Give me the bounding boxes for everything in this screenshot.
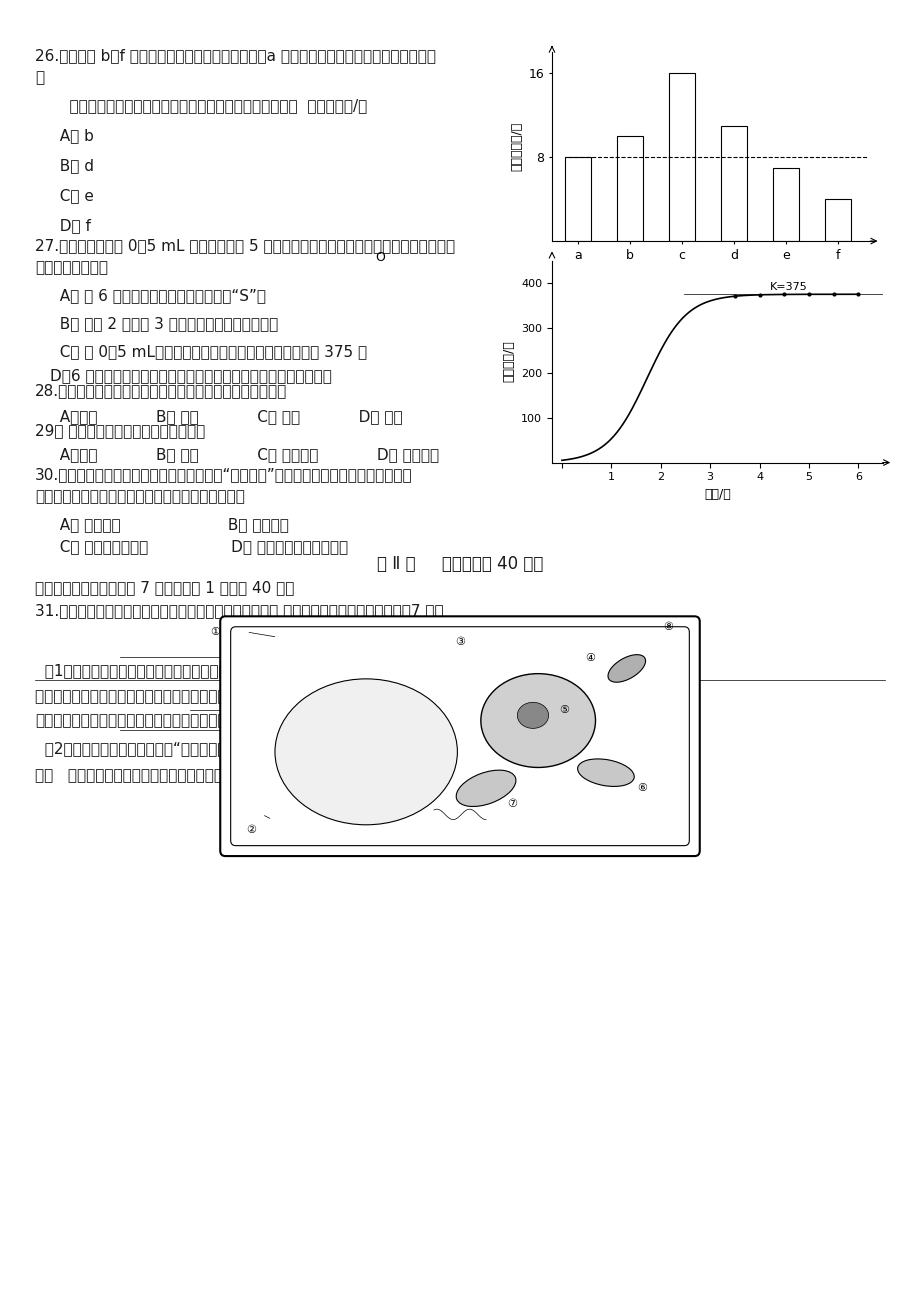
- Text: ①: ①: [210, 627, 220, 637]
- Text: 协调一致的美好理想。下列不利于实现这一理想的是: 协调一致的美好理想。下列不利于实现这一理想的是: [35, 489, 244, 504]
- Text: A． b: A． b: [50, 128, 94, 143]
- Ellipse shape: [516, 702, 548, 728]
- Bar: [720, 125, 746, 241]
- Text: ②: ②: [246, 825, 256, 835]
- Text: A． 围湖造田                      B． 退牧还草: A． 围湖造田 B． 退牧还草: [50, 517, 289, 532]
- Ellipse shape: [456, 770, 516, 807]
- Text: 有＿＿＿＿＿＿＿＿＿＿＿＿＿＿＿＿＿＿＿＿。: 有＿＿＿＿＿＿＿＿＿＿＿＿＿＿＿＿＿＿＿＿。: [35, 713, 235, 728]
- Bar: [617, 136, 642, 241]
- Text: （2）该细胞的细胞器中，作为“生产蛋白质的机器”的是［①］＿＿＿＿＿＿＿＿＿＿＿＿， 含有细胞液的: （2）该细胞的细胞器中，作为“生产蛋白质的机器”的是［①］＿＿＿＿＿＿＿＿＿＿＿…: [35, 741, 490, 756]
- Text: C． e: C． e: [50, 188, 94, 203]
- X-axis label: 时间/天: 时间/天: [703, 487, 731, 500]
- Text: 根: 根: [35, 70, 44, 85]
- FancyBboxPatch shape: [220, 616, 699, 856]
- Text: ③: ③: [455, 637, 464, 648]
- Text: ⑤: ⑤: [559, 705, 569, 715]
- Text: 26.科学家用 b～f 五种不同浓度的生长素处理插条（a 为空白对照），一段时间后，插条的生: 26.科学家用 b～f 五种不同浓度的生长素处理插条（a 为空白对照），一段时间…: [35, 48, 436, 63]
- Text: 二、非选择题（本大题共 7 小题，每空 1 分，共 40 分）: 二、非选择题（本大题共 7 小题，每空 1 分，共 40 分）: [35, 580, 294, 595]
- Text: 下列叙述错误的是: 下列叙述错误的是: [35, 261, 108, 275]
- Text: A．农田            B． 池塘            C． 北极苔原            D． 热带雨林: A．农田 B． 池塘 C． 北极苔原 D． 热带雨林: [50, 447, 438, 463]
- Text: A． 前 6 天，大草履虫种群增长曲线呈“S”型: A． 前 6 天，大草履虫种群增长曲线呈“S”型: [50, 288, 266, 304]
- X-axis label: 生长素的浓度/ppm: 生长素的浓度/ppm: [674, 267, 751, 280]
- Bar: [564, 158, 590, 241]
- Text: B． d: B． d: [50, 158, 94, 173]
- Ellipse shape: [275, 679, 457, 825]
- Text: 27.生态学家高斯在 0．5 mL 培养液中放入 5 个大草履虫，经过反复实验，结果如下图所示。: 27.生态学家高斯在 0．5 mL 培养液中放入 5 个大草履虫，经过反复实验，…: [35, 238, 455, 253]
- Bar: [823, 199, 850, 241]
- Text: 是［   ］液泡，为细胞生命活动提供大量能量的是［⑧］＿＿＿＿＿＿＿＿＿＿＿＿＿。: 是［ ］液泡，为细胞生命活动提供大量能量的是［⑧］＿＿＿＿＿＿＿＿＿＿＿＿＿。: [35, 767, 401, 782]
- Ellipse shape: [481, 674, 595, 767]
- Text: ④: ④: [584, 653, 595, 663]
- Bar: [772, 168, 798, 241]
- Ellipse shape: [607, 654, 645, 683]
- Text: 第 Ⅱ 卷     （非选择题 40 分）: 第 Ⅱ 卷 （非选择题 40 分）: [377, 555, 542, 573]
- Text: O: O: [374, 250, 384, 263]
- Text: 30.我国古代的思想家孟子、庄子等，曾提出“天人合一”的哲学观念，体现出追求人与自然: 30.我国古代的思想家孟子、庄子等，曾提出“天人合一”的哲学观念，体现出追求人与…: [35, 466, 413, 482]
- Text: K=375: K=375: [768, 281, 806, 292]
- Y-axis label: 平均生根数/条: 平均生根数/条: [509, 122, 523, 171]
- Text: B． 在第 2 天和第 3 天，大草履虫数量增长较快: B． 在第 2 天和第 3 天，大草履虫数量增长较快: [50, 317, 278, 331]
- Bar: [668, 73, 694, 241]
- Text: C． 在 0．5 mL培养液中，大草履虫种群的环境容纳量为 375 个: C． 在 0．5 mL培养液中，大草履虫种群的环境容纳量为 375 个: [50, 344, 367, 360]
- Text: 情况如下图所示。图中对插条生根具有抑制作用的浓度是  平均生根数/条: 情况如下图所示。图中对插条生根具有抑制作用的浓度是 平均生根数/条: [50, 98, 367, 113]
- Text: 28.从裸岩演替成森林的过程中，最先在裸岩上定居的生物是: 28.从裸岩演替成森林的过程中，最先在裸岩上定居的生物是: [35, 383, 287, 397]
- Text: 31.下图是植物细胞的亚显微结构模式图。据图回答。（［ ］中填序号，横线上填文字）（7 分）: 31.下图是植物细胞的亚显微结构模式图。据图回答。（［ ］中填序号，横线上填文字…: [35, 603, 443, 618]
- FancyBboxPatch shape: [231, 627, 688, 846]
- Text: 主要是脂质和＿＿＿＿＿＿＿＿＿＿＿＿＿＿＿＿＿， 组成生物膜的成分大多是可以运动的， 这表明生物膜具: 主要是脂质和＿＿＿＿＿＿＿＿＿＿＿＿＿＿＿＿＿， 组成生物膜的成分大多是可以运动…: [35, 689, 482, 704]
- Text: 29． 下列生态系统抗力稳定性最高的是: 29． 下列生态系统抗力稳定性最高的是: [35, 423, 205, 438]
- Text: ⑧: ⑧: [663, 622, 673, 632]
- Text: ⑦: ⑦: [506, 799, 516, 809]
- Text: A．地衣            B． 苔韓            C． 灰木            D． 乔木: A．地衣 B． 苔韓 C． 灰木 D． 乔木: [50, 409, 403, 423]
- Y-axis label: 种群数量/个: 种群数量/个: [502, 340, 515, 383]
- Text: ⑥: ⑥: [637, 783, 647, 794]
- Text: D． f: D． f: [50, 218, 91, 233]
- Text: （1）细胞的生物膜系统由细胞膜、细胞器膜和＿＿＿＿＿＿＿＿＿＿＿＿膜共同构成。生物膜的组成成分: （1）细胞的生物膜系统由细胞膜、细胞器膜和＿＿＿＿＿＿＿＿＿＿＿＿膜共同构成。生…: [35, 663, 473, 678]
- Text: C． 建立自然保护区                 D． 建立濮危动物繁育中心: C． 建立自然保护区 D． 建立濮危动物繁育中心: [50, 539, 347, 554]
- Ellipse shape: [577, 758, 633, 787]
- Text: D．6 天后，若不改变培养条件，大草履虫种群数量将长期稳定不变: D．6 天后，若不改变培养条件，大草履虫种群数量将长期稳定不变: [50, 367, 332, 383]
